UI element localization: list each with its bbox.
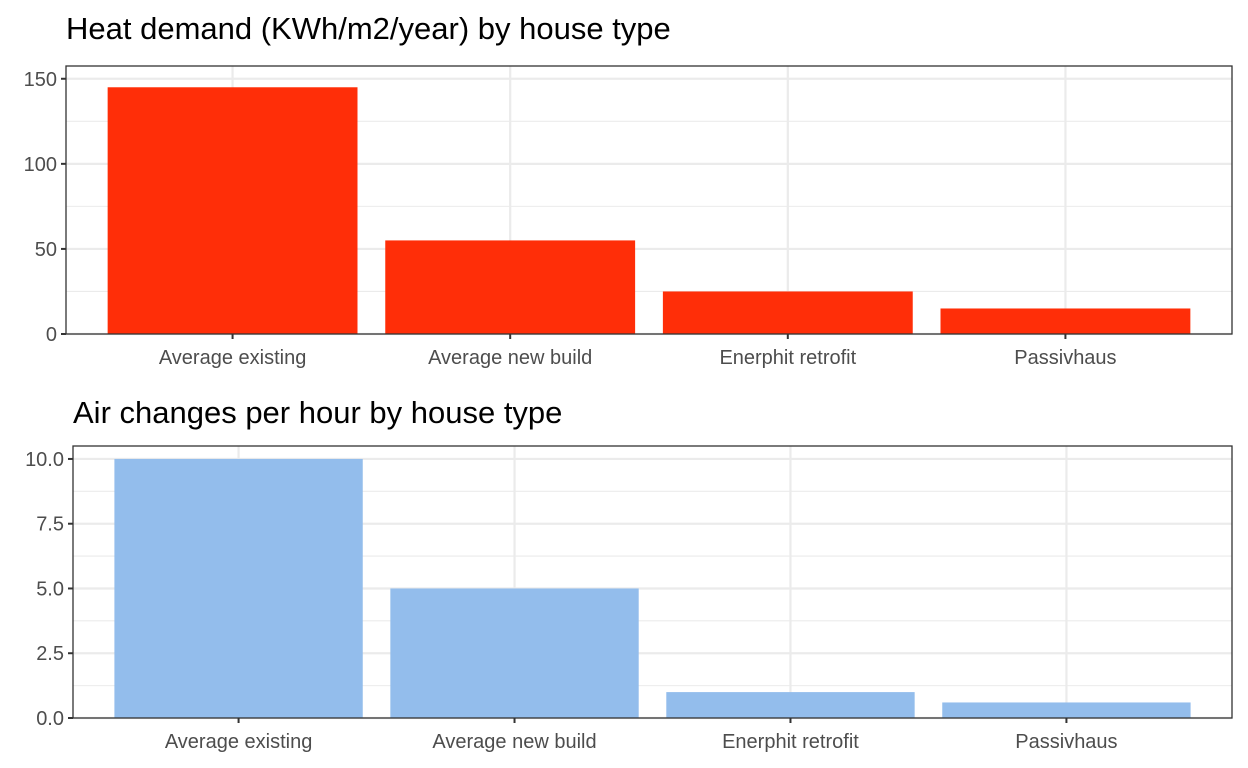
x-tick-label: Average existing <box>159 347 307 369</box>
heat-demand-panel: Heat demand (KWh/m2/year) by house type … <box>24 11 1233 369</box>
heat-demand-title: Heat demand (KWh/m2/year) by house type <box>66 11 671 46</box>
air-changes-axes: 0.0 2.5 5.0 7.5 10.0 Average existing Average … <box>25 445 1233 753</box>
heat-demand-bar-average-new-build <box>385 240 636 334</box>
x-tick-label: Passivhaus <box>1015 731 1117 753</box>
heat-demand-bar-average-existing <box>107 87 358 335</box>
y-tick-label: 0.0 <box>36 708 64 730</box>
x-tick-label: Average existing <box>165 731 313 753</box>
y-tick-label: 5.0 <box>36 578 64 600</box>
y-tick-label: 7.5 <box>36 514 64 536</box>
x-tick-label: Enerphit retrofit <box>719 347 856 369</box>
heat-demand-axes: 0 50 100 150 Average existing Average new bui… <box>24 65 1233 369</box>
y-tick-label: 150 <box>24 69 57 91</box>
air-changes-bar-average-new-build <box>390 588 639 718</box>
y-tick-label: 50 <box>35 239 57 261</box>
air-changes-bar-enerphit-retrofit <box>666 692 915 718</box>
heat-demand-bar-passivhaus <box>940 308 1191 334</box>
heat-demand-bar-enerphit-retrofit <box>662 291 913 334</box>
y-tick-label: 2.5 <box>36 643 64 665</box>
x-tick-label: Enerphit retrofit <box>722 731 859 753</box>
heat-demand-bars <box>107 87 1191 335</box>
air-changes-panel-border <box>72 445 1233 719</box>
air-changes-title: Air changes per hour by house type <box>73 395 562 430</box>
air-changes-bar-average-existing <box>114 458 363 718</box>
y-tick-label: 0 <box>46 324 57 346</box>
x-tick-label: Passivhaus <box>1014 347 1116 369</box>
x-tick-label: Average new build <box>432 731 596 753</box>
y-tick-label: 100 <box>24 154 57 176</box>
heat-demand-panel-border <box>65 65 1233 335</box>
air-changes-bars <box>114 458 1191 718</box>
x-tick-label: Average new build <box>428 347 592 369</box>
air-changes-bar-passivhaus <box>942 702 1191 718</box>
air-changes-panel: Air changes per hour by house type 0.0 2.… <box>25 395 1233 753</box>
y-tick-label: 10.0 <box>25 449 64 471</box>
